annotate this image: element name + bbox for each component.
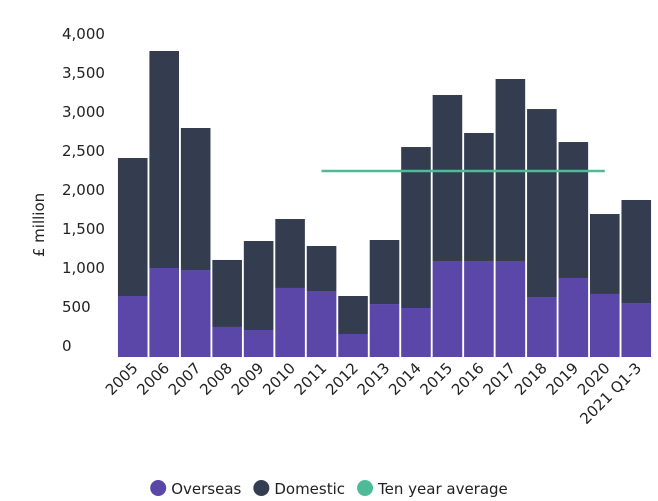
bar-segment [212,259,242,327]
bar-segment [527,297,557,357]
legend-label: Overseas [171,480,241,498]
bar-segment [432,260,463,357]
bar-segment [464,260,494,357]
bar-segment [306,246,337,292]
bar-segment [306,291,337,357]
x-tick-label: 2013 [354,359,394,399]
bar-segment [338,333,368,357]
x-tick-label: 2016 [448,359,488,399]
x-tick-label: 2017 [479,359,519,399]
y-axis-label: £ million [30,193,48,257]
bar-segment [369,240,400,305]
bar-segment [180,270,211,357]
bar-segment [558,142,589,278]
bar-segment [243,330,274,357]
bar-segment [432,94,463,261]
bar-segment [149,268,179,357]
x-tick-label: 2008 [196,359,236,399]
bar-segment [243,241,274,331]
bar-segment [590,293,620,357]
x-tick-label: 2010 [259,359,299,399]
y-tick-label: 2,000 [62,181,105,199]
legend-label: Domestic [274,480,345,498]
bar-segment [369,304,400,357]
bar-segment [117,158,148,297]
y-tick-label: 500 [62,298,91,316]
bar-segment [275,219,305,288]
y-tick-label: 2,500 [62,142,105,160]
y-tick-label: 4,000 [62,25,105,43]
x-tick-label: 2009 [228,359,268,399]
x-tick-label: 2018 [511,359,551,399]
bar-segment [212,326,242,357]
bar-segment [338,296,368,334]
y-tick-label: 0 [62,337,72,355]
y-tick-label: 1,000 [62,259,105,277]
legend-label: Ten year average [377,480,508,498]
x-tick-label: 2014 [385,359,425,399]
bar-segment [495,260,526,357]
x-tick-label: 2015 [417,359,457,399]
bar-segment [464,132,494,261]
y-tick-label: 3,500 [62,64,105,82]
bar-segment [621,303,652,357]
legend-swatch [150,480,167,496]
bar-segment [527,109,557,298]
bar-segment [401,147,431,309]
bar-segment [621,199,652,304]
bar-segment [401,308,431,357]
x-tick-label: 2011 [291,359,331,399]
bar-segment [149,51,179,269]
bar-segment [275,287,305,357]
x-tick-label: 2007 [165,359,205,399]
bar-segment [590,214,620,294]
bar-segment [180,127,211,271]
legend-swatch [253,480,270,496]
y-tick-label: 3,000 [62,103,105,121]
x-tick-label: 2012 [322,359,362,399]
y-tick-label: 1,500 [62,220,105,238]
legend-swatch [357,480,374,496]
x-tick-label: 2019 [542,359,582,399]
x-tick-label: 2006 [133,359,173,399]
bar-segment [558,277,589,357]
x-tick-label: 2005 [102,359,142,399]
legend: Overseas Domestic Ten year average [150,480,508,498]
bar-segment [117,296,148,357]
